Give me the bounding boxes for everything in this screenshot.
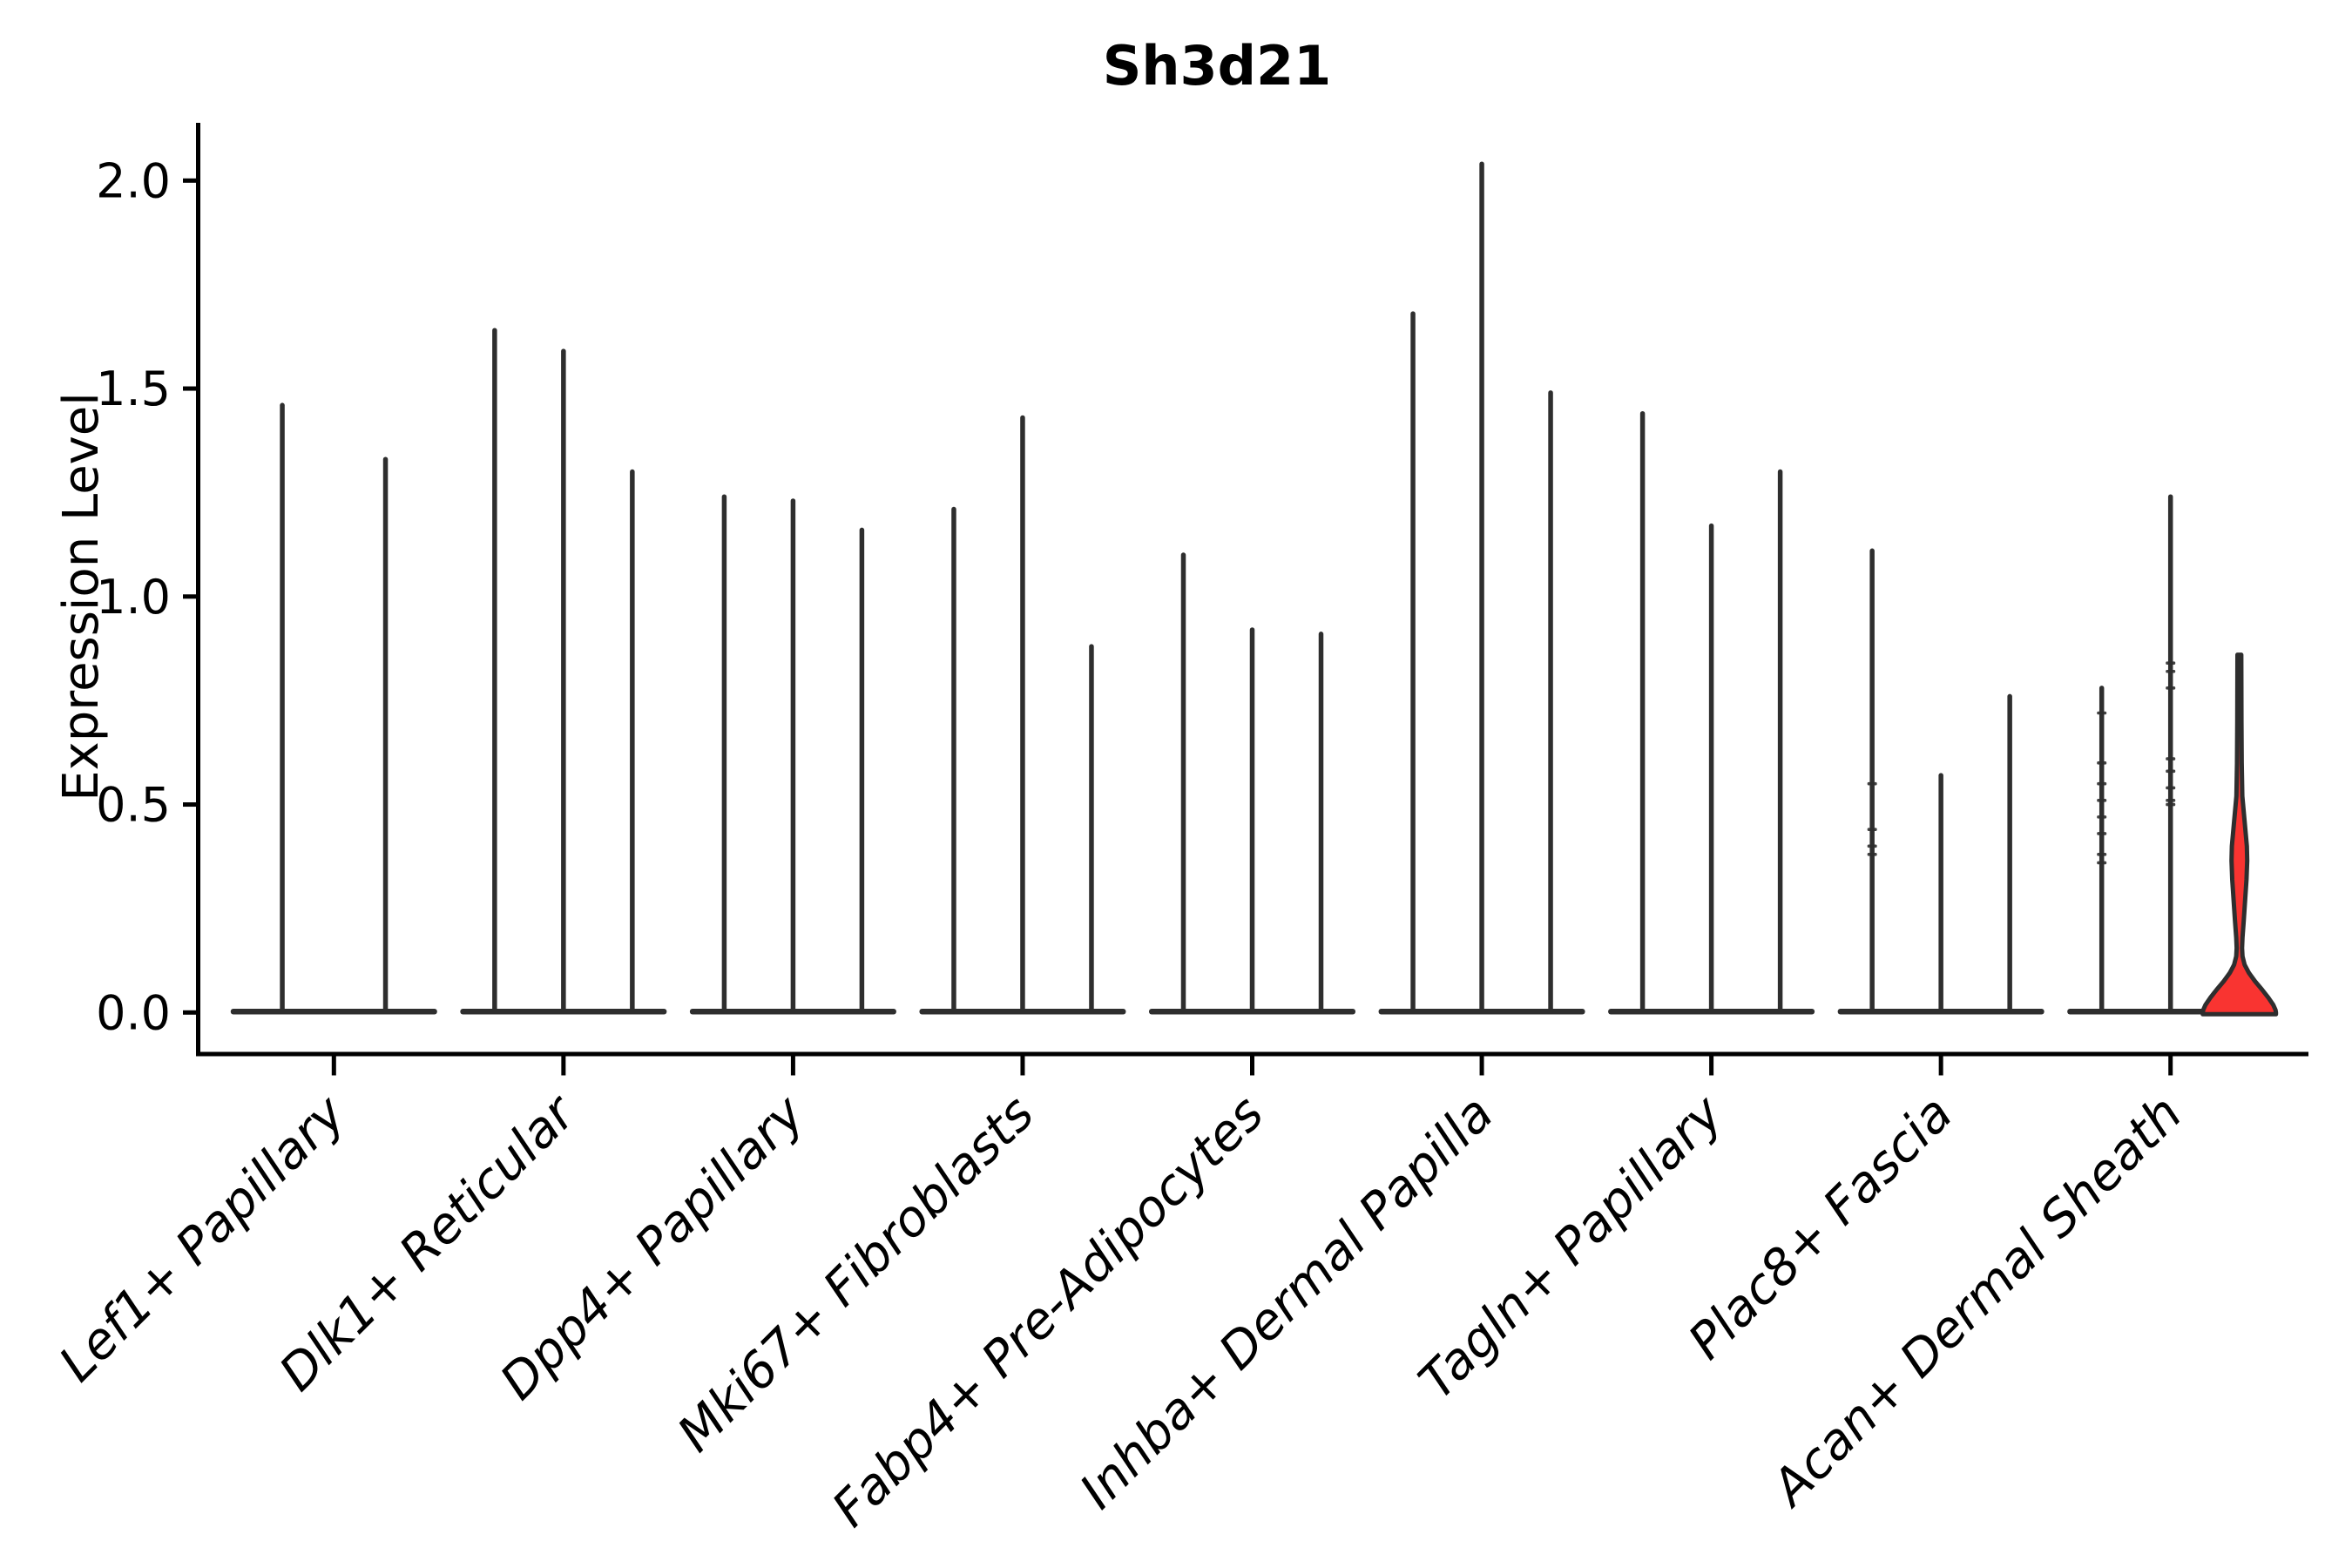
violin-point-mark <box>1867 844 1877 848</box>
x-tick-label: Inhba+ Dermal Papilla <box>1069 1085 1504 1520</box>
violin-point-mark <box>2166 769 2176 774</box>
y-axis-label: Expression Level <box>53 392 110 801</box>
violin-point-mark <box>2166 802 2176 807</box>
y-tick-label: 0.5 <box>96 778 171 833</box>
y-tick-label: 1.0 <box>96 570 171 625</box>
violin-point-mark <box>2097 711 2107 715</box>
chart-title: Sh3d21 <box>1103 34 1332 98</box>
violin-point-mark <box>1867 853 1877 856</box>
y-tick-label: 0.0 <box>96 985 171 1040</box>
highlighted-violin <box>2200 652 2279 1017</box>
violin-point-mark <box>2097 853 2107 856</box>
y-tick-label: 2.0 <box>96 153 171 208</box>
y-tick-label: 1.5 <box>96 362 171 416</box>
violin-point-mark <box>1867 828 1877 831</box>
violin-base <box>230 1009 437 1015</box>
violin-point-mark <box>2166 669 2176 673</box>
violin-point-mark <box>2097 781 2107 786</box>
violin-point-mark <box>2097 815 2107 819</box>
x-tick-label: Acan+ Dermal Sheath <box>1759 1085 2193 1518</box>
violin-point-mark <box>2166 798 2176 802</box>
x-tick-label: Fabp4+ Pre-Adipocytes <box>821 1085 1274 1538</box>
violin-point-mark <box>2097 861 2107 865</box>
violin-point-mark <box>1867 781 1877 786</box>
violin-point-mark <box>2097 761 2107 765</box>
violin-point-mark <box>2166 757 2176 760</box>
violin-point-mark <box>2166 686 2176 690</box>
violin-point-mark <box>2097 832 2107 835</box>
violin-point-mark <box>2097 798 2107 802</box>
violin-layer <box>230 161 2279 1017</box>
violin-point-mark <box>2166 786 2176 790</box>
violin-point-mark <box>2166 661 2176 665</box>
